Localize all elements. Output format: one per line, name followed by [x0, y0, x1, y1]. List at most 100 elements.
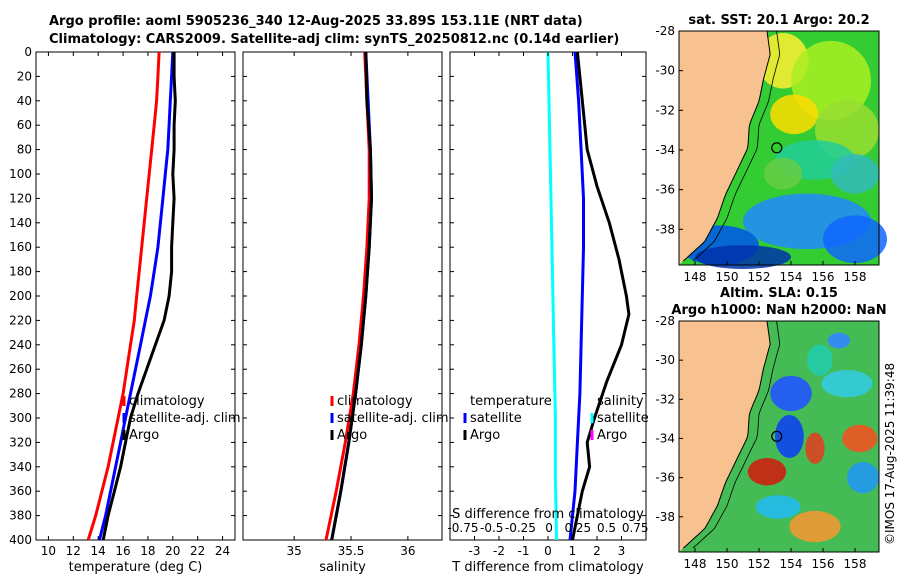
difference-legend-sal-argo-label: Argo — [597, 428, 627, 443]
sst-map-frame — [678, 30, 880, 266]
difference-top-tick-label: 0.75 — [622, 521, 649, 535]
y-tick-label: 380 — [9, 509, 32, 523]
x-tick-label: 0 — [544, 544, 552, 558]
sst-field-patch — [770, 94, 819, 135]
sst-map-x-tick-label: 152 — [748, 270, 771, 284]
sst-map-y-tick-label: -34 — [655, 143, 675, 157]
temperature-legend-1-label: satellite-adj. clim — [129, 411, 241, 426]
salinity-series-argo — [330, 51, 373, 541]
y-tick-label: 260 — [9, 362, 32, 376]
sla-field-patch — [805, 432, 825, 464]
y-tick-label: 160 — [9, 240, 32, 254]
x-tick-label: 10 — [41, 544, 56, 558]
sla-map-shelf-contour — [692, 320, 781, 549]
sla-map-title-line1: Altim. SLA: 0.15 — [720, 286, 838, 301]
sla-field-patch — [775, 414, 804, 459]
sla-map-y-tick-label: -30 — [655, 353, 675, 367]
figure-title-line2: Climatology: CARS2009. Satellite-adj cli… — [49, 32, 620, 47]
x-tick-label: 14 — [91, 544, 106, 558]
y-tick-label: 340 — [9, 460, 32, 474]
y-tick-label: 120 — [9, 191, 32, 205]
y-tick-label: 0 — [24, 45, 32, 59]
sst-map-y-tick-label: -32 — [655, 103, 675, 117]
sst-map-x-tick-label: 154 — [780, 270, 803, 284]
sla-map-group — [679, 320, 879, 552]
difference-series-argo-t-diff — [571, 51, 631, 541]
temperature-series-climatology — [86, 51, 161, 541]
sla-field-patch — [770, 375, 812, 412]
x-tick-label: 22 — [190, 544, 205, 558]
sst-map-y-tick-label: -30 — [655, 64, 675, 78]
temperature-x-axis-label: temperature (deg C) — [69, 560, 203, 575]
temperature-series-argo — [101, 52, 177, 541]
temperature-series-satellite-adj-clim — [97, 51, 175, 541]
x-tick-label: 35.5 — [338, 544, 365, 558]
sst-map-group — [679, 30, 887, 269]
y-tick-label: 280 — [9, 387, 32, 401]
sst-map-x-tick-label: 158 — [844, 270, 867, 284]
sla-map-land — [679, 321, 771, 552]
sla-map-y-tick-label: -38 — [655, 510, 675, 524]
x-tick-label: 2 — [593, 544, 601, 558]
sst-map-x-tick-label: 150 — [716, 270, 739, 284]
sst-map-title-line1: sat. SST: 20.1 Argo: 20.2 — [688, 13, 869, 28]
x-tick-label: 12 — [66, 544, 81, 558]
difference-x-axis-label: T difference from climatology — [451, 560, 644, 575]
sst-map-x-tick-label: 148 — [684, 270, 707, 284]
y-tick-label: 400 — [9, 533, 32, 547]
x-tick-label: -1 — [518, 544, 530, 558]
x-tick-label: 18 — [140, 544, 155, 558]
difference-top-tick-label: 0.5 — [597, 521, 616, 535]
sla-map-x-tick-label: 154 — [780, 557, 803, 571]
difference-top-axis-label: S difference from climatology — [452, 507, 644, 522]
sla-map-y-tick-label: -32 — [655, 392, 675, 406]
figure-title-line1: Argo profile: aoml 5905236_340 12-Aug-20… — [49, 14, 583, 29]
y-tick-label: 180 — [9, 265, 32, 279]
sla-field-patch — [747, 458, 787, 486]
x-tick-label: 36 — [400, 544, 415, 558]
sla-field-patch — [847, 461, 879, 494]
y-tick-label: 60 — [17, 118, 32, 132]
sst-field-patch — [763, 157, 803, 190]
y-tick-label: 200 — [9, 289, 32, 303]
salinity-panel-frame — [242, 51, 443, 541]
y-tick-label: 300 — [9, 411, 32, 425]
sla-map-x-tick-label: 148 — [684, 557, 707, 571]
difference-legend-temp-satellite-label: satellite — [470, 411, 522, 426]
sla-map-coastline — [682, 320, 771, 549]
sla-map-frame — [678, 320, 880, 553]
sst-map-x-tick-label: 156 — [812, 270, 835, 284]
sst-map-y-tick-label: -38 — [655, 222, 675, 236]
y-tick-label: 220 — [9, 313, 32, 327]
copyright-label: ©IMOS 17-Aug-2025 11:39:48 — [883, 363, 897, 545]
sla-map-x-tick-label: 152 — [748, 557, 771, 571]
difference-top-tick-label: 0 — [545, 521, 553, 535]
sst-map-argo-location-marker — [771, 142, 783, 154]
sst-map-y-tick-label: -36 — [655, 183, 675, 197]
difference-legend-temperature-title: temperature — [470, 394, 552, 409]
sla-field-patch — [807, 344, 833, 376]
temperature-legend-2-label: Argo — [129, 428, 159, 443]
difference-top-tick-label: 0.25 — [564, 521, 591, 535]
salinity-x-axis-label: salinity — [319, 560, 366, 575]
sla-map-title-line2: Argo h1000: NaN h2000: NaN — [671, 303, 886, 318]
sla-map-y-tick-label: -36 — [655, 471, 675, 485]
y-tick-label: 20 — [17, 69, 32, 83]
sst-field-patch — [831, 153, 879, 194]
sla-map-x-tick-label: 158 — [844, 557, 867, 571]
sla-field-patch — [842, 424, 878, 453]
y-tick-label: 80 — [17, 143, 32, 157]
x-tick-label: -2 — [493, 544, 505, 558]
y-tick-label: 320 — [9, 435, 32, 449]
difference-panel-frame — [449, 51, 647, 541]
y-tick-label: 40 — [17, 94, 32, 108]
salinity-legend-1-label: satellite-adj. clim — [337, 411, 449, 426]
sla-field-patch — [755, 495, 801, 519]
difference-series-satellite-adj-t-diff — [568, 51, 585, 541]
x-tick-label: 3 — [618, 544, 626, 558]
sst-map-coastline — [682, 30, 771, 262]
x-tick-label: 35 — [287, 544, 302, 558]
sla-field-patch — [789, 510, 841, 543]
x-tick-label: 20 — [165, 544, 180, 558]
